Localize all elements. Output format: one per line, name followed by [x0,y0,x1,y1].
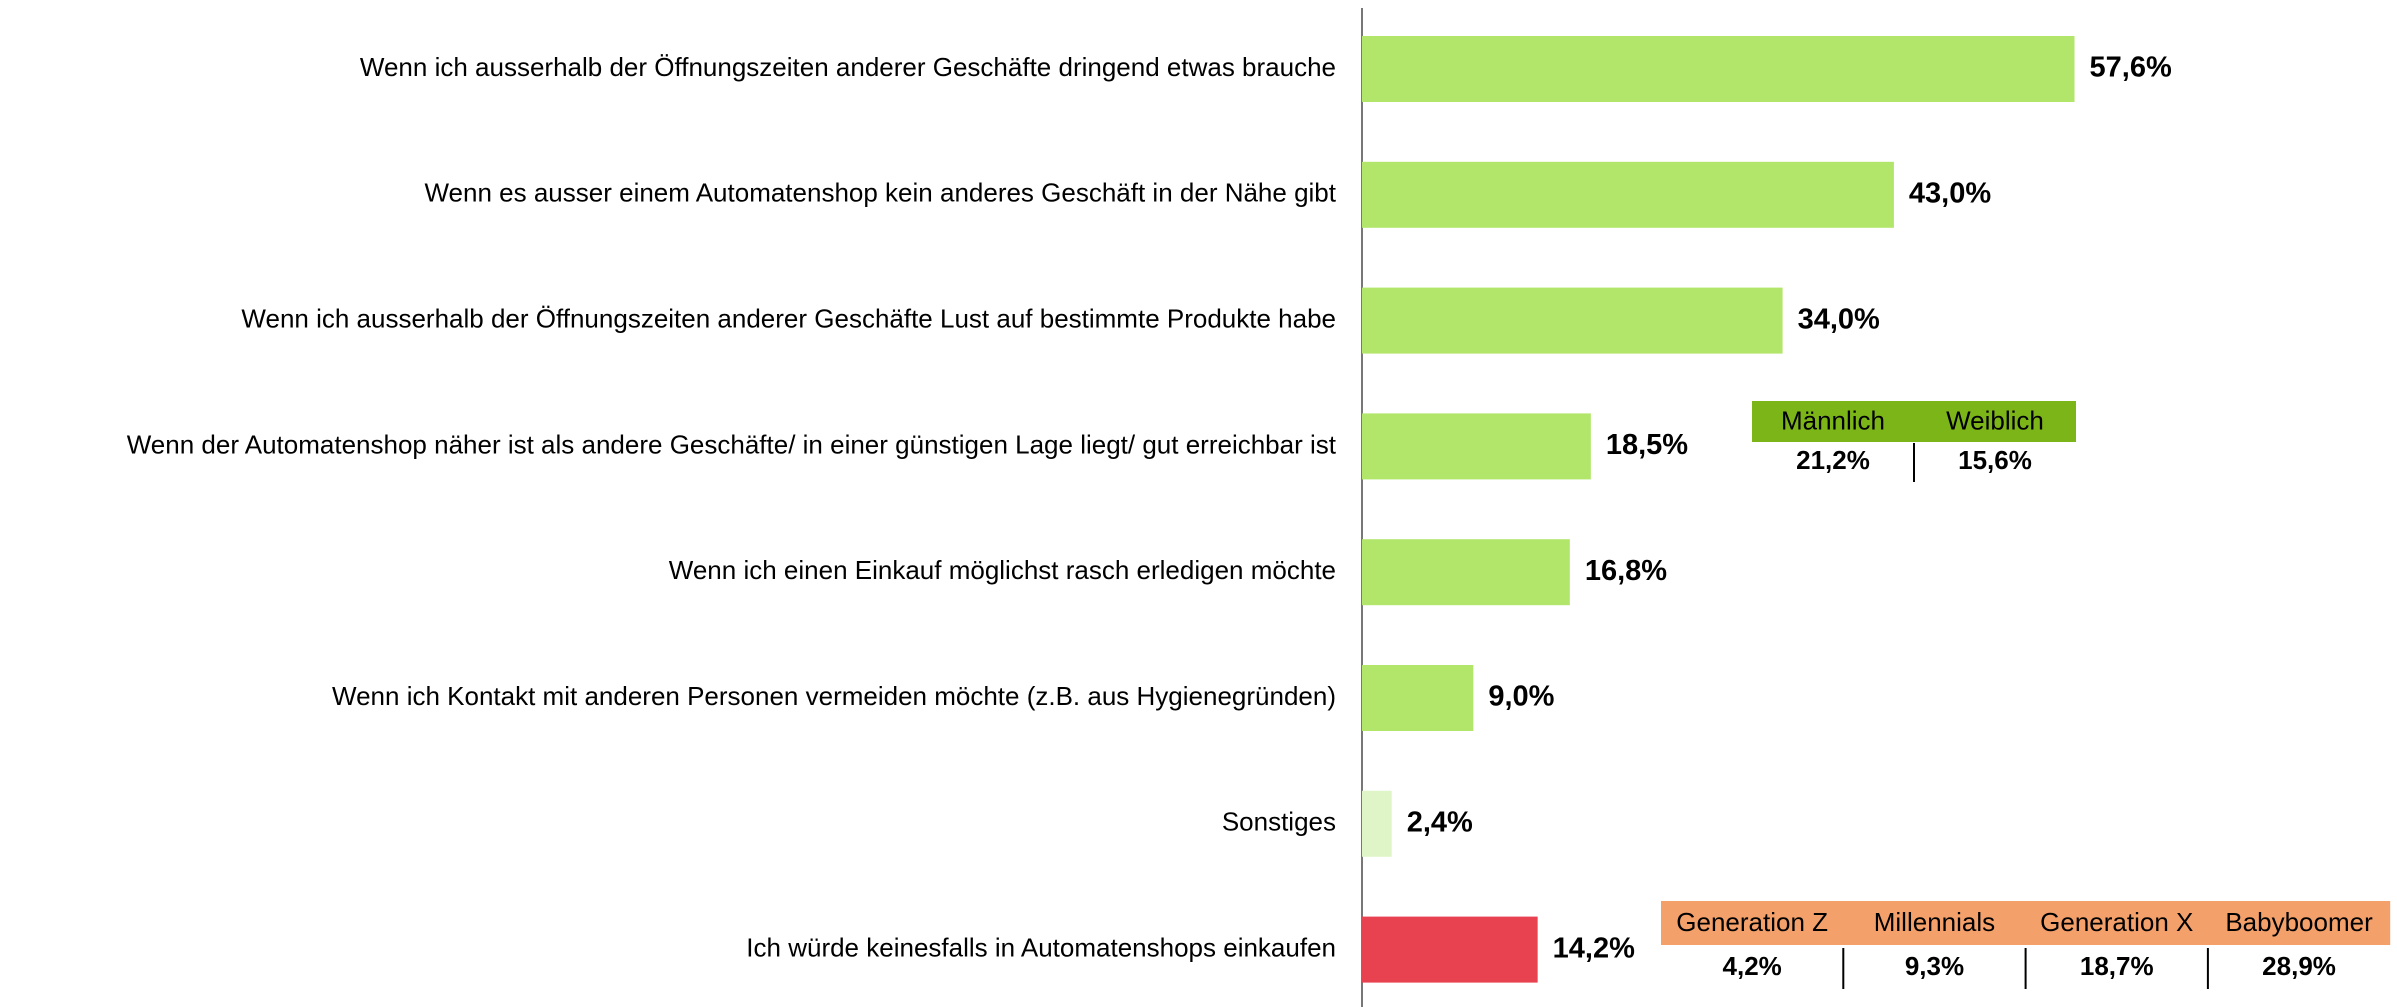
table-cell: 18,7% [2080,951,2154,981]
bar [1362,790,1392,857]
table-column: Generation X [2040,907,2193,937]
value-label: 9,0% [1488,681,1554,713]
table-column: Millennials [1874,907,1995,937]
table-column: Männlich [1781,405,1885,435]
value-label: 2,4% [1407,806,1473,838]
value-label: 16,8% [1585,555,1667,587]
category-label: Wenn es ausser einem Automatenshop kein … [424,178,1336,208]
bar [1362,916,1538,983]
value-label: 34,0% [1798,303,1880,335]
table-cell: 4,2% [1723,951,1782,981]
table-header [1752,401,2076,442]
category-label: Sonstiges [1222,807,1336,837]
table-column: Babyboomer [2225,907,2373,937]
category-label: Wenn ich ausserhalb der Öffnungszeiten a… [241,303,1336,333]
category-label: Wenn ich ausserhalb der Öffnungszeiten a… [360,52,1336,82]
category-label: Wenn ich Kontakt mit anderen Personen ve… [332,681,1336,711]
table-header [1661,901,2391,945]
bar [1362,36,2075,102]
table-cell: 9,3% [1905,951,1964,981]
table-cell: 28,9% [2262,951,2336,981]
table-cell: 15,6% [1958,445,2032,475]
bar [1362,287,1783,354]
table-column: Weiblich [1946,405,2044,435]
table-column: Generation Z [1676,907,1828,937]
bar [1362,161,1894,228]
table-cell: 21,2% [1796,445,1870,475]
category-label: Wenn der Automatenshop näher ist als and… [127,429,1337,459]
category-label: Wenn ich einen Einkauf möglichst rasch e… [669,555,1336,585]
category-label: Ich würde keinesfalls in Automatenshops … [746,932,1336,962]
bar [1362,665,1474,731]
value-label: 57,6% [2090,52,2172,84]
value-label: 43,0% [1909,177,1991,209]
bar [1362,413,1591,480]
value-label: 14,2% [1553,932,1635,964]
bar [1362,539,1570,606]
value-label: 18,5% [1606,429,1688,461]
